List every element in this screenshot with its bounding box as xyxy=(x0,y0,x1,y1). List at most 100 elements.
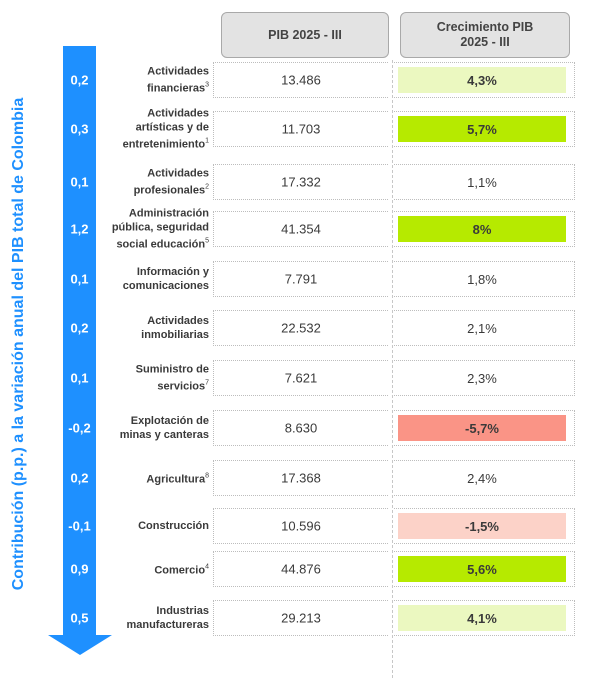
sector-label-line: Información y xyxy=(99,265,209,279)
sector-label: Industrias manufactureras xyxy=(99,604,209,632)
table-row: -0,2 Explotación de minas y canteras 8.630 -… xyxy=(0,408,599,448)
sector-label: Comercio4 xyxy=(99,561,209,578)
growth-cell: -1,5% xyxy=(394,508,575,544)
footnote-marker: 5 xyxy=(205,237,209,245)
sector-label: Construcción xyxy=(99,519,209,533)
growth-cell: 1,1% xyxy=(394,164,575,200)
pib-value: 17.332 xyxy=(281,174,321,190)
sector-label-text: entretenimiento xyxy=(122,138,206,151)
header-crecimiento: Crecimiento PIB 2025 - III xyxy=(400,12,570,58)
sector-label-text: Actividades xyxy=(147,65,209,78)
sector-label-text: Suministro de xyxy=(135,363,209,376)
growth-value: 1,1% xyxy=(467,174,497,190)
sector-label: Actividades profesionales2 xyxy=(99,167,209,198)
footnote-marker: 2 xyxy=(205,183,209,191)
growth-value: 1,8% xyxy=(467,271,497,287)
sector-label-line: pública, seguridad xyxy=(99,221,209,235)
growth-value: -5,7% xyxy=(398,415,566,441)
pib-value: 10.596 xyxy=(281,518,321,534)
growth-value: -1,5% xyxy=(398,513,566,539)
growth-value: 5,7% xyxy=(398,116,566,142)
sector-label-line: comunicaciones xyxy=(99,279,209,293)
sector-label: Agricultura8 xyxy=(99,470,209,487)
growth-value: 5,6% xyxy=(398,556,566,582)
contribution-value: 0,3 xyxy=(70,121,89,137)
sector-label-line: Comercio4 xyxy=(99,561,209,578)
sector-label-line: inmobiliarias xyxy=(99,328,209,342)
sector-label-line: artísticas y de xyxy=(99,121,209,135)
contribution-value: -0,1 xyxy=(68,518,91,534)
sector-label-text: pública, seguridad xyxy=(111,221,209,234)
sector-label-line: profesionales2 xyxy=(99,181,209,198)
sector-label: Actividades financieras3 xyxy=(99,65,209,96)
sector-label-line: manufactureras xyxy=(99,618,209,632)
sector-label-text: Explotación de xyxy=(130,415,209,427)
sector-label-line: servicios7 xyxy=(99,377,209,394)
pib-value: 7.791 xyxy=(284,271,318,287)
contribution-arrow xyxy=(63,46,96,636)
growth-cell: -5,7% xyxy=(394,410,575,446)
pib-value: 22.532 xyxy=(281,320,321,336)
sector-label-text: Actividades xyxy=(147,315,209,327)
table-row: 0,5 Industrias manufactureras 29.213 4,1% xyxy=(0,598,599,638)
growth-cell: 4,1% xyxy=(394,600,575,636)
sector-label-line: Actividades xyxy=(99,65,209,79)
footnote-marker: 8 xyxy=(205,472,209,480)
table-row: 0,1 Suministro de servicios7 7.621 2,3% xyxy=(0,358,599,398)
sector-label-text: comunicaciones xyxy=(122,280,209,292)
sector-label-line: Suministro de xyxy=(99,363,209,377)
sector-label-text: Construcción xyxy=(138,520,209,532)
pib-cell: 44.876 xyxy=(213,551,388,587)
sector-label: Explotación de minas y canteras xyxy=(99,414,209,442)
pib-value: 17.368 xyxy=(281,470,321,486)
pib-value: 29.213 xyxy=(281,610,321,626)
pib-cell: 41.354 xyxy=(213,211,388,247)
pib-cell: 17.368 xyxy=(213,460,388,496)
sector-label-text: Administración xyxy=(128,207,209,220)
growth-cell: 2,4% xyxy=(394,460,575,496)
contribution-value: 0,2 xyxy=(70,320,89,336)
sector-label-text: Actividades xyxy=(147,107,209,120)
pib-value: 41.354 xyxy=(281,221,321,237)
growth-value: 8% xyxy=(398,216,566,242)
pib-value: 8.630 xyxy=(284,420,318,436)
table-row: 0,1 Información y comunicaciones 7.791 1,8% xyxy=(0,259,599,299)
sector-label-line: Construcción xyxy=(99,519,209,533)
footnote-marker: 7 xyxy=(205,379,209,387)
sector-label-line: entretenimiento1 xyxy=(99,135,209,152)
sector-label-text: Actividades xyxy=(147,167,209,180)
contribution-value: 0,1 xyxy=(70,174,89,190)
pib-value: 13.486 xyxy=(281,72,321,88)
sector-label: Actividades inmobiliarias xyxy=(99,314,209,342)
pib-value: 44.876 xyxy=(281,561,321,577)
footnote-marker: 3 xyxy=(205,81,209,89)
growth-value: 2,3% xyxy=(467,370,497,386)
sector-label-text: Información y xyxy=(136,266,209,278)
table-row: 0,2 Actividades financieras3 13.486 4,3% xyxy=(0,60,599,100)
pib-cell: 13.486 xyxy=(213,62,388,98)
sector-label: Suministro de servicios7 xyxy=(99,363,209,394)
growth-cell: 8% xyxy=(394,211,575,247)
sector-label: Administración pública, seguridad social e… xyxy=(99,207,209,252)
column-divider xyxy=(392,60,393,678)
pib-value: 11.703 xyxy=(281,121,321,137)
table-row: 0,2 Actividades inmobiliarias 22.532 2,1% xyxy=(0,308,599,348)
growth-cell: 2,3% xyxy=(394,360,575,396)
sector-label-text: minas y canteras xyxy=(119,429,209,441)
sector-label-line: Actividades xyxy=(99,314,209,328)
footnote-marker: 4 xyxy=(205,563,209,571)
table-row: 0,3 Actividades artísticas y de entretenimi… xyxy=(0,107,599,152)
sector-label-text: artísticas y de xyxy=(135,121,209,134)
growth-cell: 1,8% xyxy=(394,261,575,297)
contribution-value: 0,1 xyxy=(70,370,89,386)
table-row: 0,2 Agricultura8 17.368 2,4% xyxy=(0,458,599,498)
growth-value: 2,4% xyxy=(467,470,497,486)
contribution-value: 0,9 xyxy=(70,561,89,577)
sector-label-text: social educación xyxy=(116,238,206,251)
sector-label-line: Explotación de xyxy=(99,414,209,428)
contribution-value: 1,2 xyxy=(70,221,89,237)
growth-value: 4,3% xyxy=(398,67,566,93)
sector-label-text: Industrias xyxy=(156,605,209,617)
pib-value: 7.621 xyxy=(284,370,318,386)
sector-label-line: Actividades xyxy=(99,107,209,121)
